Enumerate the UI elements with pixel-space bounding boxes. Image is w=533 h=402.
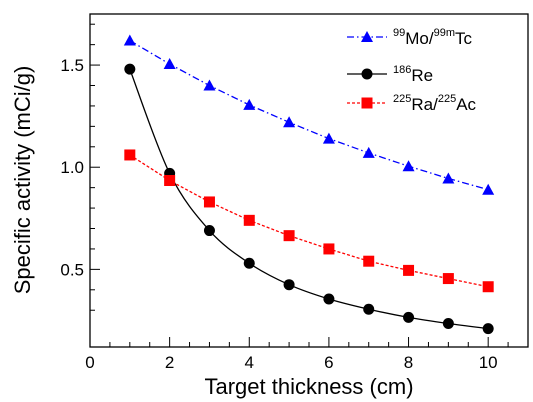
x-tick-label: 6 bbox=[324, 353, 333, 372]
legend-marker bbox=[361, 97, 373, 109]
legend-label: 225Ra/225Ac bbox=[393, 93, 477, 114]
data-point bbox=[203, 225, 215, 237]
legend-label: 186Re bbox=[393, 64, 433, 85]
y-tick-label: 1.0 bbox=[60, 158, 84, 177]
series-line bbox=[129, 154, 489, 288]
x-tick-label: 10 bbox=[479, 353, 498, 372]
series-2 bbox=[124, 149, 494, 293]
data-point bbox=[363, 255, 375, 267]
data-point bbox=[442, 172, 455, 184]
legend-entry: 225Ra/225Ac bbox=[347, 93, 477, 114]
data-point bbox=[323, 243, 335, 255]
y-tick-label: 0.5 bbox=[60, 260, 84, 279]
data-point bbox=[322, 132, 335, 144]
y-axis-title: Specific activity (mCi/g) bbox=[10, 66, 35, 295]
data-point bbox=[482, 323, 494, 335]
series-line bbox=[129, 39, 489, 191]
series-line bbox=[129, 68, 489, 330]
data-point bbox=[203, 79, 216, 91]
data-point bbox=[163, 58, 176, 70]
y-axis-ticks: 0.5 1.0 1.5 bbox=[60, 23, 100, 311]
legend-label: 99Mo/99mTc bbox=[393, 27, 473, 48]
plot-frame bbox=[89, 13, 529, 348]
legend-entry: 99Mo/99mTc bbox=[347, 27, 473, 48]
y-tick-label: 1.5 bbox=[60, 56, 84, 75]
x-tick-label: 8 bbox=[404, 353, 413, 372]
data-point bbox=[283, 116, 296, 128]
data-point bbox=[482, 281, 494, 293]
data-point bbox=[283, 279, 295, 291]
series-layer bbox=[123, 34, 495, 335]
data-point bbox=[363, 303, 375, 315]
data-point bbox=[283, 230, 295, 242]
data-point bbox=[124, 63, 136, 75]
legend-marker bbox=[361, 68, 373, 80]
data-point bbox=[243, 214, 255, 226]
data-point bbox=[123, 34, 136, 46]
series-1 bbox=[124, 63, 494, 335]
data-point bbox=[442, 318, 454, 330]
data-point bbox=[403, 311, 415, 323]
x-tick-label: 2 bbox=[165, 353, 174, 372]
legend: 99Mo/99mTc 186Re 225Ra/225Ac bbox=[347, 27, 477, 114]
data-point bbox=[323, 293, 335, 305]
legend-entry: 186Re bbox=[347, 64, 433, 85]
data-point bbox=[362, 146, 375, 158]
data-point bbox=[164, 175, 176, 186]
x-tick-label: 4 bbox=[245, 353, 254, 372]
data-point bbox=[442, 273, 454, 285]
data-point bbox=[403, 264, 415, 276]
data-point bbox=[243, 98, 256, 110]
legend-marker bbox=[361, 31, 373, 42]
data-point bbox=[482, 183, 495, 195]
x-axis-title: Target thickness (cm) bbox=[204, 374, 413, 399]
data-point bbox=[402, 160, 415, 172]
data-point bbox=[124, 149, 136, 161]
series-0 bbox=[123, 34, 495, 195]
x-tick-label: 0 bbox=[85, 353, 94, 372]
data-point bbox=[243, 257, 255, 269]
data-point bbox=[203, 196, 215, 208]
x-axis-ticks: 0 2 4 6 8 10 bbox=[85, 337, 529, 372]
